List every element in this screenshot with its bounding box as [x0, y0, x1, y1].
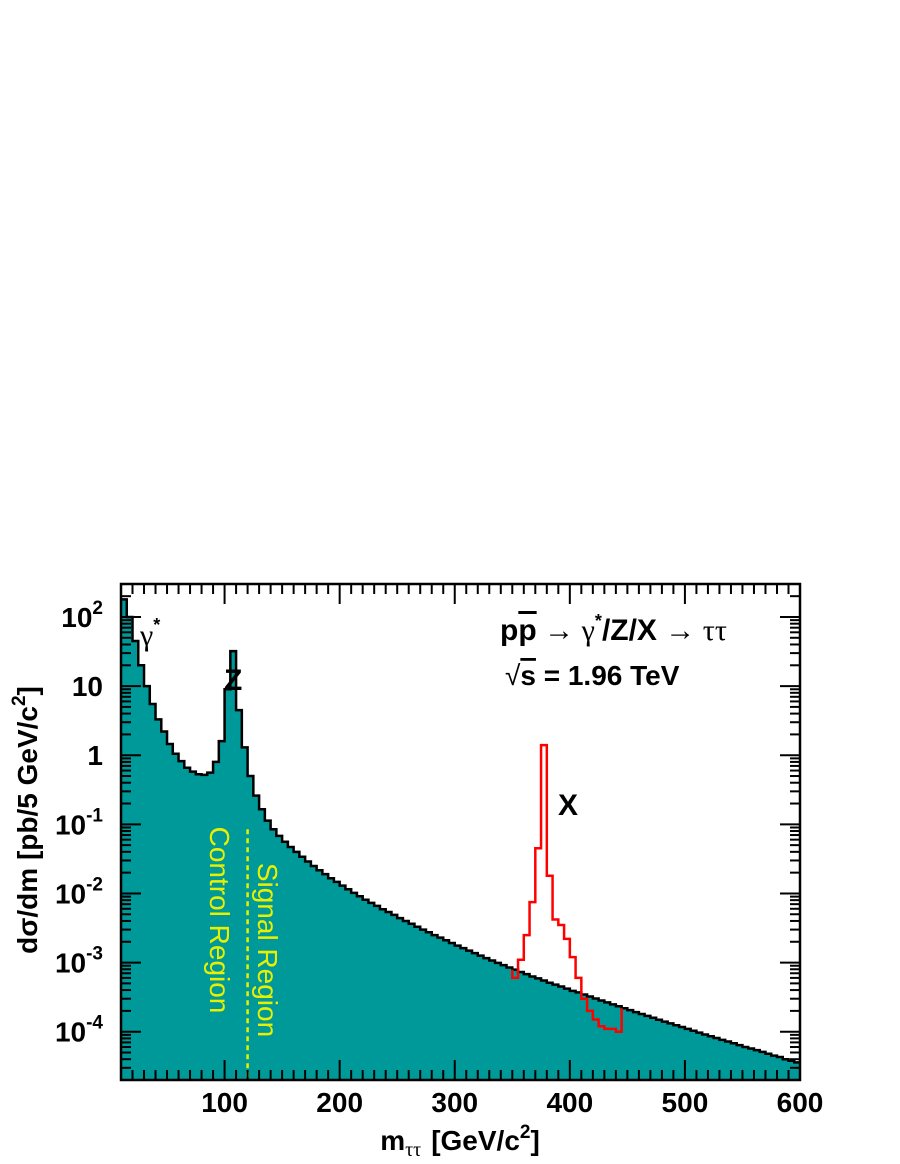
signal-x-outline [511, 743, 623, 1033]
y-tick-label: 10-2 [55, 874, 103, 909]
control-region-label: Control Region [204, 827, 235, 1014]
x-tick-label: 500 [662, 1087, 709, 1118]
y-tick-exponent: -3 [86, 944, 103, 965]
x-peak-label: X [558, 789, 578, 822]
z-peak-label: Z [224, 664, 242, 697]
y-tick-exponent: -1 [86, 805, 103, 826]
x-axis-title: mττ [GeV/c2] [380, 1122, 540, 1161]
y-tick-base: 10 [55, 878, 86, 909]
y-tick-label: 1 [87, 740, 103, 771]
x-tick-label: 400 [546, 1087, 593, 1118]
y-tick-base: 10 [55, 1017, 86, 1048]
y-tick-label: 10-4 [55, 1013, 103, 1048]
y-tick-exponent: 2 [92, 598, 103, 619]
y-axis-title: dσ/dm [pb/5 GeV/c2] [9, 686, 43, 954]
background-fill [121, 599, 800, 1080]
process-label: pp → γ*/Z/X → ττ [500, 611, 727, 647]
y-tick-exponent: -2 [86, 874, 103, 895]
y-tick-base: 1 [87, 740, 103, 771]
y-tick-label: 10-3 [55, 944, 103, 979]
y-tick-base: 10 [61, 602, 92, 633]
x-tick-label: 300 [431, 1087, 478, 1118]
gamma-star-label: γ* [139, 615, 160, 652]
y-tick-exponent: -4 [86, 1013, 103, 1034]
signal-region-label: Signal Region [252, 863, 283, 1037]
y-tick-label: 102 [61, 598, 103, 633]
x-tick-label: 600 [777, 1087, 824, 1118]
y-tick-label: 10 [72, 671, 103, 702]
x-tick-label: 200 [316, 1087, 363, 1118]
y-tick-base: 10 [55, 809, 86, 840]
y-tick-label: 10-1 [55, 805, 103, 840]
y-tick-base: 10 [55, 948, 86, 979]
energy-label: √s = 1.96 TeV [505, 660, 680, 691]
background-outline [121, 598, 800, 1064]
x-tick-label: 100 [201, 1087, 248, 1118]
y-tick-base: 10 [72, 671, 103, 702]
